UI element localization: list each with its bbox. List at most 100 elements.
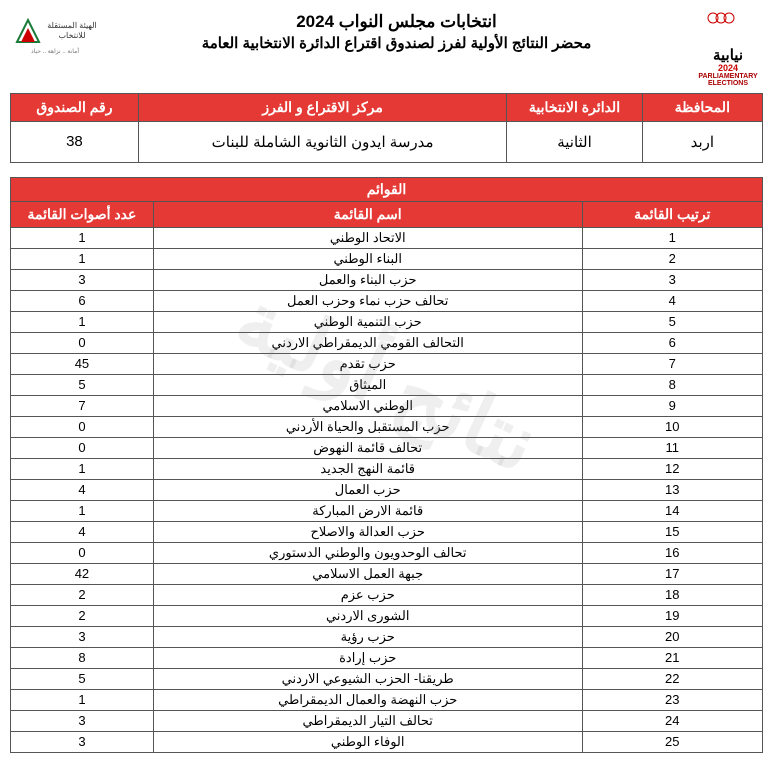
cell-name: حزب التنمية الوطني <box>153 311 582 332</box>
info-value-district: الثانية <box>507 121 642 162</box>
cell-name: حزب العدالة والاصلاح <box>153 521 582 542</box>
cell-rank: 9 <box>582 395 762 416</box>
election-logo-right: نيابية 2024 PARLIAMENTARY ELECTIONS <box>693 10 763 87</box>
cell-name: قائمة النهج الجديد <box>153 458 582 479</box>
cell-rank: 7 <box>582 353 762 374</box>
cell-name: حزب البناء والعمل <box>153 269 582 290</box>
table-row: 12قائمة النهج الجديد1 <box>11 458 763 479</box>
cell-votes: 3 <box>11 269 154 290</box>
cell-name: جبهة العمل الاسلامي <box>153 563 582 584</box>
cell-votes: 45 <box>11 353 154 374</box>
info-value-box: 38 <box>11 121 139 162</box>
cell-votes: 3 <box>11 626 154 647</box>
cell-rank: 15 <box>582 521 762 542</box>
lists-header-votes: عدد أصوات القائمة <box>11 201 154 227</box>
info-header-center: مركز الاقتراع و الفرز <box>138 93 506 121</box>
lists-section-title: القوائم <box>11 177 763 201</box>
cell-rank: 13 <box>582 479 762 500</box>
cell-rank: 12 <box>582 458 762 479</box>
table-row: 1الاتحاد الوطني1 <box>11 227 763 248</box>
cell-rank: 17 <box>582 563 762 584</box>
table-row: 14قائمة الارض المباركة1 <box>11 500 763 521</box>
info-value-gov: اربد <box>642 121 762 162</box>
cell-rank: 3 <box>582 269 762 290</box>
cell-votes: 1 <box>11 458 154 479</box>
cell-votes: 8 <box>11 647 154 668</box>
cell-votes: 5 <box>11 374 154 395</box>
cell-rank: 20 <box>582 626 762 647</box>
table-row: 16تحالف الوحدويون والوطني الدستوري0 <box>11 542 763 563</box>
cell-votes: 6 <box>11 290 154 311</box>
cell-votes: 0 <box>11 332 154 353</box>
info-table: المحافظة الدائرة الانتخابية مركز الاقترا… <box>10 93 763 163</box>
info-header-district: الدائرة الانتخابية <box>507 93 642 121</box>
cell-name: حزب المستقبل والحياة الأردني <box>153 416 582 437</box>
cell-name: تحالف حزب نماء وحزب العمل <box>153 290 582 311</box>
cell-votes: 42 <box>11 563 154 584</box>
cell-name: حزب تقدم <box>153 353 582 374</box>
title-line-1: انتخابات مجلس النواب 2024 <box>100 12 693 32</box>
table-row: 21حزب إرادة8 <box>11 647 763 668</box>
cell-name: الشورى الاردني <box>153 605 582 626</box>
table-row: 13حزب العمال4 <box>11 479 763 500</box>
cell-rank: 19 <box>582 605 762 626</box>
cell-rank: 22 <box>582 668 762 689</box>
cell-rank: 6 <box>582 332 762 353</box>
table-row: 11تحالف قائمة النهوض0 <box>11 437 763 458</box>
table-row: 6التحالف القومي الديمقراطي الاردني0 <box>11 332 763 353</box>
cell-votes: 1 <box>11 227 154 248</box>
info-header-box: رقم الصندوق <box>11 93 139 121</box>
cell-votes: 1 <box>11 311 154 332</box>
cell-rank: 21 <box>582 647 762 668</box>
table-row: 19الشورى الاردني2 <box>11 605 763 626</box>
table-row: 23حزب النهضة والعمال الديمقراطي1 <box>11 689 763 710</box>
cell-name: قائمة الارض المباركة <box>153 500 582 521</box>
logo-right-sub: PARLIAMENTARY ELECTIONS <box>693 73 763 87</box>
table-row: 5حزب التنمية الوطني1 <box>11 311 763 332</box>
cell-votes: 1 <box>11 248 154 269</box>
cell-votes: 2 <box>11 584 154 605</box>
cell-votes: 0 <box>11 437 154 458</box>
cell-votes: 0 <box>11 542 154 563</box>
cell-name: الوفاء الوطني <box>153 731 582 752</box>
cell-votes: 3 <box>11 731 154 752</box>
iec-org-name: الهيئة المستقلة للانتخاب <box>47 21 97 42</box>
table-row: 10حزب المستقبل والحياة الأردني0 <box>11 416 763 437</box>
cell-name: حزب العمال <box>153 479 582 500</box>
title-line-2: محضر النتائج الأولية لفرز لصندوق اقتراع … <box>100 34 693 52</box>
cell-rank: 10 <box>582 416 762 437</box>
cell-name: الميثاق <box>153 374 582 395</box>
cell-name: تحالف الوحدويون والوطني الدستوري <box>153 542 582 563</box>
table-row: 2البناء الوطني1 <box>11 248 763 269</box>
table-row: 15حزب العدالة والاصلاح4 <box>11 521 763 542</box>
cell-name: التحالف القومي الديمقراطي الاردني <box>153 332 582 353</box>
page-header: نيابية 2024 PARLIAMENTARY ELECTIONS انتخ… <box>10 10 763 87</box>
cell-rank: 5 <box>582 311 762 332</box>
cell-name: طريقنا- الحزب الشيوعي الاردني <box>153 668 582 689</box>
cell-votes: 1 <box>11 689 154 710</box>
cell-rank: 14 <box>582 500 762 521</box>
logo-right-text: نيابية <box>693 49 763 63</box>
info-header-gov: المحافظة <box>642 93 762 121</box>
iec-logo-left: الهيئة المستقلة للانتخاب أمانة .. نزاهة … <box>10 10 100 55</box>
table-row: 3حزب البناء والعمل3 <box>11 269 763 290</box>
cell-votes: 7 <box>11 395 154 416</box>
table-row: 25الوفاء الوطني3 <box>11 731 763 752</box>
cell-name: حزب النهضة والعمال الديمقراطي <box>153 689 582 710</box>
logo-right-year: 2024 <box>693 63 763 73</box>
cell-name: حزب رؤية <box>153 626 582 647</box>
table-row: 9الوطني الاسلامي7 <box>11 395 763 416</box>
cell-rank: 18 <box>582 584 762 605</box>
table-row: 7حزب تقدم45 <box>11 353 763 374</box>
info-value-center: مدرسة ايدون الثانوية الشاملة للبنات <box>138 121 506 162</box>
lists-header-name: اسم القائمة <box>153 201 582 227</box>
cell-votes: 2 <box>11 605 154 626</box>
table-row: 22طريقنا- الحزب الشيوعي الاردني5 <box>11 668 763 689</box>
table-row: 20حزب رؤية3 <box>11 626 763 647</box>
table-row: 4تحالف حزب نماء وحزب العمل6 <box>11 290 763 311</box>
cell-votes: 4 <box>11 479 154 500</box>
cell-rank: 2 <box>582 248 762 269</box>
cell-name: حزب إرادة <box>153 647 582 668</box>
cell-votes: 4 <box>11 521 154 542</box>
cell-name: تحالف قائمة النهوض <box>153 437 582 458</box>
